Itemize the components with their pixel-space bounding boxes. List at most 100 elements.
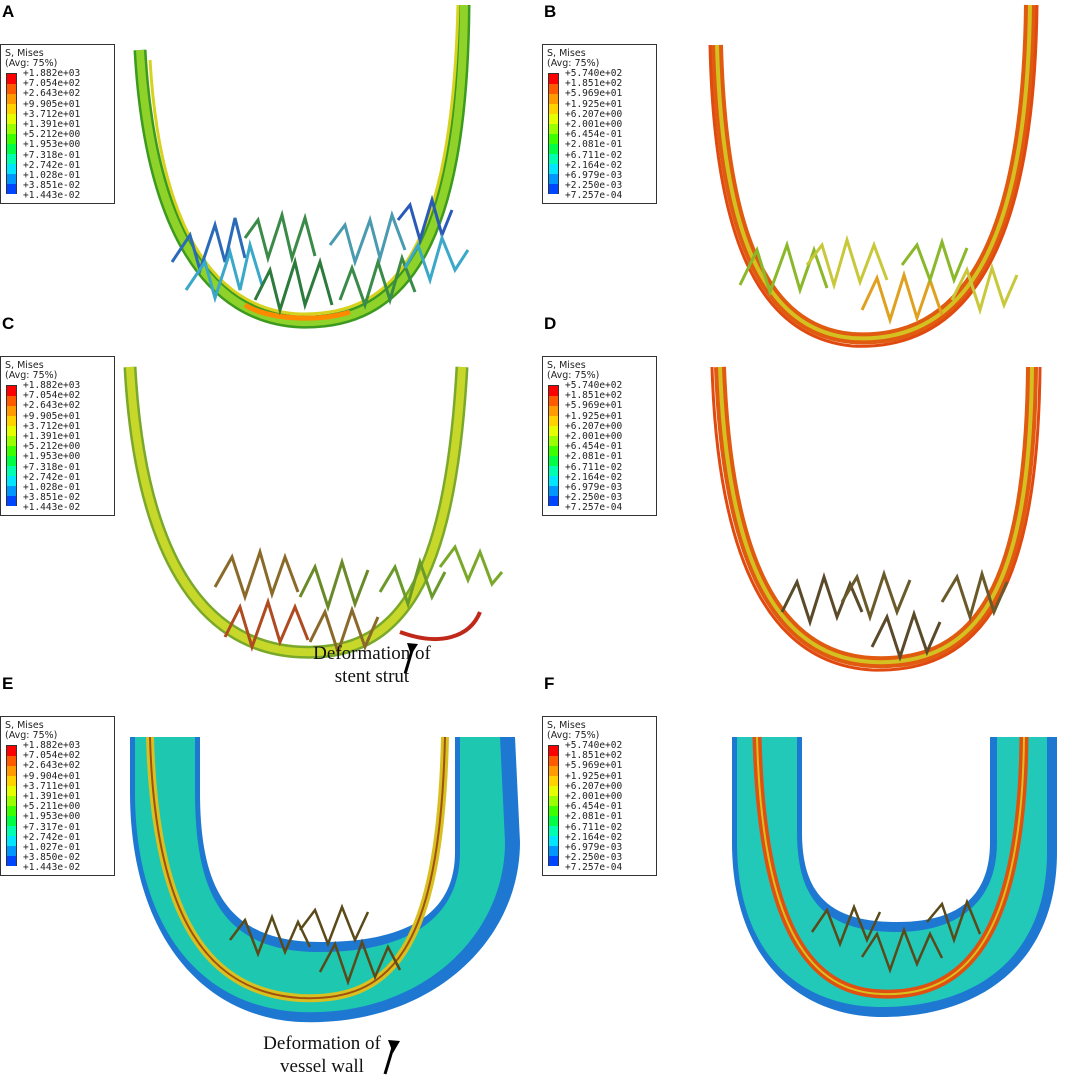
legend-swatch [7, 184, 16, 194]
legend-swatch [7, 174, 16, 184]
legend-values: +1.882e+03 +7.054e+02 +2.643e+02 +9.905e+01… [23, 380, 81, 514]
legend-swatch [549, 84, 558, 94]
legend-swatch [7, 456, 16, 466]
legend-value: +6.979e-03 [565, 842, 623, 854]
legend-title: S, Mises (Avg: 75%) [5, 720, 58, 741]
legend-swatch [549, 104, 558, 114]
panel-f: F S, Mises (Avg: 75%) +5.740e+02 +1.851e+0… [542, 672, 1084, 1083]
legend-swatch [7, 416, 16, 426]
legend-value: +2.001e+00 [565, 791, 623, 803]
legend-swatch [549, 806, 558, 816]
panel-a: A S, Mises (Avg: 75%) +1.882e+03 +7.054e+0… [0, 0, 542, 361]
legend-value: +1.882e+03 [23, 68, 81, 79]
stent-simulation-a [133, 4, 471, 329]
legend-value: +2.164e-02 [565, 471, 623, 483]
legend-value: +2.250e-03 [565, 492, 623, 504]
legend-value: +7.054e+02 [23, 750, 81, 762]
legend-value: +2.643e+02 [23, 760, 81, 772]
legend-swatch [7, 114, 16, 124]
legend-value: +5.212e+00 [23, 129, 81, 141]
legend-value: +5.969e+01 [565, 88, 623, 100]
legend-value: +1.443e-02 [23, 502, 81, 514]
legend-value: +7.257e-04 [565, 862, 623, 874]
legend-swatch [549, 486, 558, 496]
legend-value: +1.027e-01 [23, 842, 81, 854]
legend-value: +6.979e-03 [565, 170, 623, 182]
legend-value: +2.643e+02 [23, 400, 81, 412]
legend-swatch [549, 786, 558, 796]
legend-swatch [7, 856, 16, 866]
legend-swatch [549, 386, 558, 396]
legend-swatch [549, 766, 558, 776]
legend-swatch [549, 826, 558, 836]
legend-swatch [7, 786, 16, 796]
panel-label: E [2, 674, 14, 693]
legend-value: +1.953e+00 [23, 811, 81, 823]
legend-swatch [7, 144, 16, 154]
legend-value: +3.851e-02 [23, 180, 81, 192]
panel-label: A [2, 2, 15, 21]
legend-swatch [7, 94, 16, 104]
legend-swatch [549, 466, 558, 476]
legend-values: +1.882e+03 +7.054e+02 +2.643e+02 +9.904e+01… [23, 740, 81, 874]
legend-value: +1.925e+01 [565, 410, 623, 422]
legend-value: +2.643e+02 [23, 88, 81, 100]
legend-swatch [549, 836, 558, 846]
legend-value: +7.257e-04 [565, 190, 623, 202]
legend-values: +5.740e+02 +1.851e+02 +5.969e+01 +1.925e+01… [565, 740, 623, 874]
legend-swatch [549, 776, 558, 786]
legend-value: +7.054e+02 [23, 78, 81, 90]
legend-swatch [549, 856, 558, 866]
legend-value: +7.318e-01 [23, 461, 81, 473]
legend-swatch [549, 416, 558, 426]
panel-label: B [544, 2, 557, 21]
legend-swatch [549, 426, 558, 436]
legend-value: +1.443e-02 [23, 862, 81, 874]
legend-value: +3.711e+01 [23, 780, 81, 792]
legend-swatch [549, 746, 558, 756]
legend-value: +1.882e+03 [23, 380, 81, 391]
legend-swatch [549, 796, 558, 806]
legend-color-scale [6, 745, 17, 866]
legend-value: +6.711e-02 [565, 821, 623, 833]
legend-color-scale [6, 73, 17, 194]
legend-value: +1.953e+00 [23, 451, 81, 463]
legend-value: +1.851e+02 [565, 750, 623, 762]
legend-title: S, Mises (Avg: 75%) [547, 48, 600, 69]
legend-value: +1.028e-01 [23, 170, 81, 182]
legend-value: +6.207e+00 [565, 780, 623, 792]
legend-value: +6.711e-02 [565, 149, 623, 161]
legend-value: +3.712e+01 [23, 420, 81, 432]
stress-legend: S, Mises (Avg: 75%) +5.740e+02 +1.851e+02 +… [542, 44, 657, 204]
legend-values: +1.882e+03 +7.054e+02 +2.643e+02 +9.905e+01… [23, 68, 81, 202]
panel-label: F [544, 674, 555, 693]
legend-value: +2.164e-02 [565, 159, 623, 171]
legend-swatch [549, 74, 558, 84]
legend-value: +1.028e-01 [23, 482, 81, 494]
stress-legend: S, Mises (Avg: 75%) +1.882e+03 +7.054e+02 +… [0, 44, 115, 204]
legend-swatch [549, 174, 558, 184]
stress-legend: S, Mises (Avg: 75%) +5.740e+02 +1.851e+02 +… [542, 356, 657, 516]
legend-value: +2.164e-02 [565, 831, 623, 843]
legend-swatch [549, 846, 558, 856]
legend-swatch [7, 154, 16, 164]
legend-value: +1.925e+01 [565, 770, 623, 782]
stress-legend: S, Mises (Avg: 75%) +1.882e+03 +7.054e+02 +… [0, 716, 115, 876]
legend-swatch [549, 154, 558, 164]
legend-swatch [549, 164, 558, 174]
legend-swatch [549, 496, 558, 506]
legend-swatch [7, 446, 16, 456]
legend-value: +7.054e+02 [23, 390, 81, 402]
legend-swatch [7, 806, 16, 816]
legend-value: +3.850e-02 [23, 852, 81, 864]
legend-title: S, Mises (Avg: 75%) [5, 360, 58, 381]
panel-e: E S, Mises (Avg: 75%) +1.882e+03 +7.054e+0… [0, 643, 542, 1083]
legend-value: +6.207e+00 [565, 108, 623, 120]
legend-color-scale [548, 745, 559, 866]
legend-swatch [7, 386, 16, 396]
legend-value: +2.742e-01 [23, 831, 81, 843]
legend-value: +5.740e+02 [565, 740, 623, 751]
stent-simulation-b [708, 4, 1039, 348]
legend-swatch [7, 756, 16, 766]
legend-value: +5.211e+00 [23, 801, 81, 813]
